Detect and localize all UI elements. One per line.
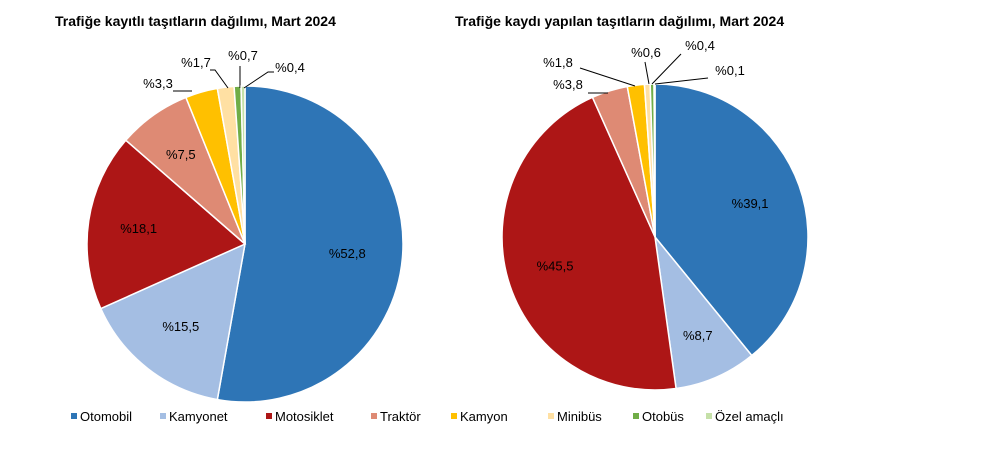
right-data-label-traktor: %3,8 <box>553 77 583 92</box>
left-data-label-otomobil: %52,8 <box>329 246 366 261</box>
left-data-label-ozel-amacli: %0,4 <box>275 60 305 75</box>
right-data-label-otobus: %0,4 <box>685 38 715 53</box>
right-data-label-otomobil: %39,1 <box>732 196 769 211</box>
right-data-label-motosiklet: %45,5 <box>537 259 574 274</box>
left-slice-otomobil <box>216 85 404 403</box>
right-pie-chart: %39,1 %8,7 %45,5 %3,8 %1,8 %0,6 %0,4%0,1 <box>501 38 809 391</box>
legend-swatch-minibus <box>548 413 554 419</box>
left-leader-line-ozel-amacli <box>243 71 274 89</box>
legend-swatch-traktor <box>371 413 377 419</box>
left-pie-chart: %52,8 %15,5 %18,1 %7,5 %3,3 %1,7 %0,7 %0,4 <box>86 48 404 403</box>
right-chart-title: Trafiğe kaydı yapılan taşıtların dağılım… <box>455 13 784 29</box>
legend-label-kamyon: Kamyon <box>460 409 508 424</box>
right-slice-otomobil <box>654 83 809 357</box>
left-slice-kamyonet <box>99 242 246 401</box>
left-leader-line-minibus <box>210 69 229 89</box>
right-data-label-kamyonet: %8,7 <box>683 328 713 343</box>
legend-label-otomobil: Otomobil <box>80 409 132 424</box>
right-leader-line-kamyon <box>579 67 636 87</box>
legend-label-traktor: Traktör <box>380 409 421 424</box>
right-data-label-ozel-amacli: %0,1 <box>715 63 745 78</box>
legend-label-minibus: Minibüs <box>557 409 602 424</box>
legend-swatch-otobus <box>633 413 639 419</box>
left-data-label-traktor: %7,5 <box>166 147 196 162</box>
legend-label-ozel-amacli: Özel amaçlı <box>715 409 784 424</box>
right-data-label-minibus: %0,6 <box>631 45 661 60</box>
legend: Otomobil Kamyonet Motosiklet Traktör Kamyon M… <box>71 409 784 424</box>
legend-swatch-motosiklet <box>266 413 272 419</box>
right-leader-line-minibus <box>644 61 650 85</box>
legend-label-motosiklet: Motosiklet <box>275 409 334 424</box>
right-slice-motosiklet <box>501 96 677 391</box>
left-slice-ozel-amacli <box>240 85 246 245</box>
left-slice-motosiklet <box>86 139 247 310</box>
legend-swatch-otomobil <box>71 413 77 419</box>
legend-swatch-kamyonet <box>160 413 166 419</box>
left-data-label-minibus: %1,7 <box>181 55 211 70</box>
legend-swatch-ozel-amacli <box>706 413 712 419</box>
legend-label-otobus: Otobüs <box>642 409 684 424</box>
right-data-label-kamyon: %1,8 <box>543 55 573 70</box>
left-data-label-kamyon: %3,3 <box>143 76 173 91</box>
right-leader-line-ozel-amacli <box>654 77 709 85</box>
right-leader-line-otobus <box>651 53 682 85</box>
left-data-label-otobus: %0,7 <box>228 48 258 63</box>
right-slice-ozel-amacli <box>653 83 656 238</box>
left-chart-title: Trafiğe kayıtlı taşıtların dağılımı, Mar… <box>55 13 336 29</box>
legend-label-kamyonet: Kamyonet <box>169 409 228 424</box>
left-data-label-motosiklet: %18,1 <box>120 221 157 236</box>
legend-swatch-kamyon <box>451 413 457 419</box>
left-data-label-kamyonet: %15,5 <box>162 319 199 334</box>
right-slice-kamyonet <box>653 234 753 390</box>
